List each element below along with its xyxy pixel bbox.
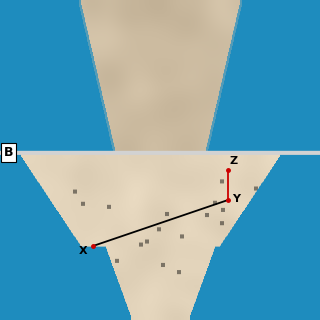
Text: B: B xyxy=(4,146,13,159)
Text: Y: Y xyxy=(232,194,240,204)
Text: Z: Z xyxy=(230,156,238,166)
Text: X: X xyxy=(79,246,88,256)
